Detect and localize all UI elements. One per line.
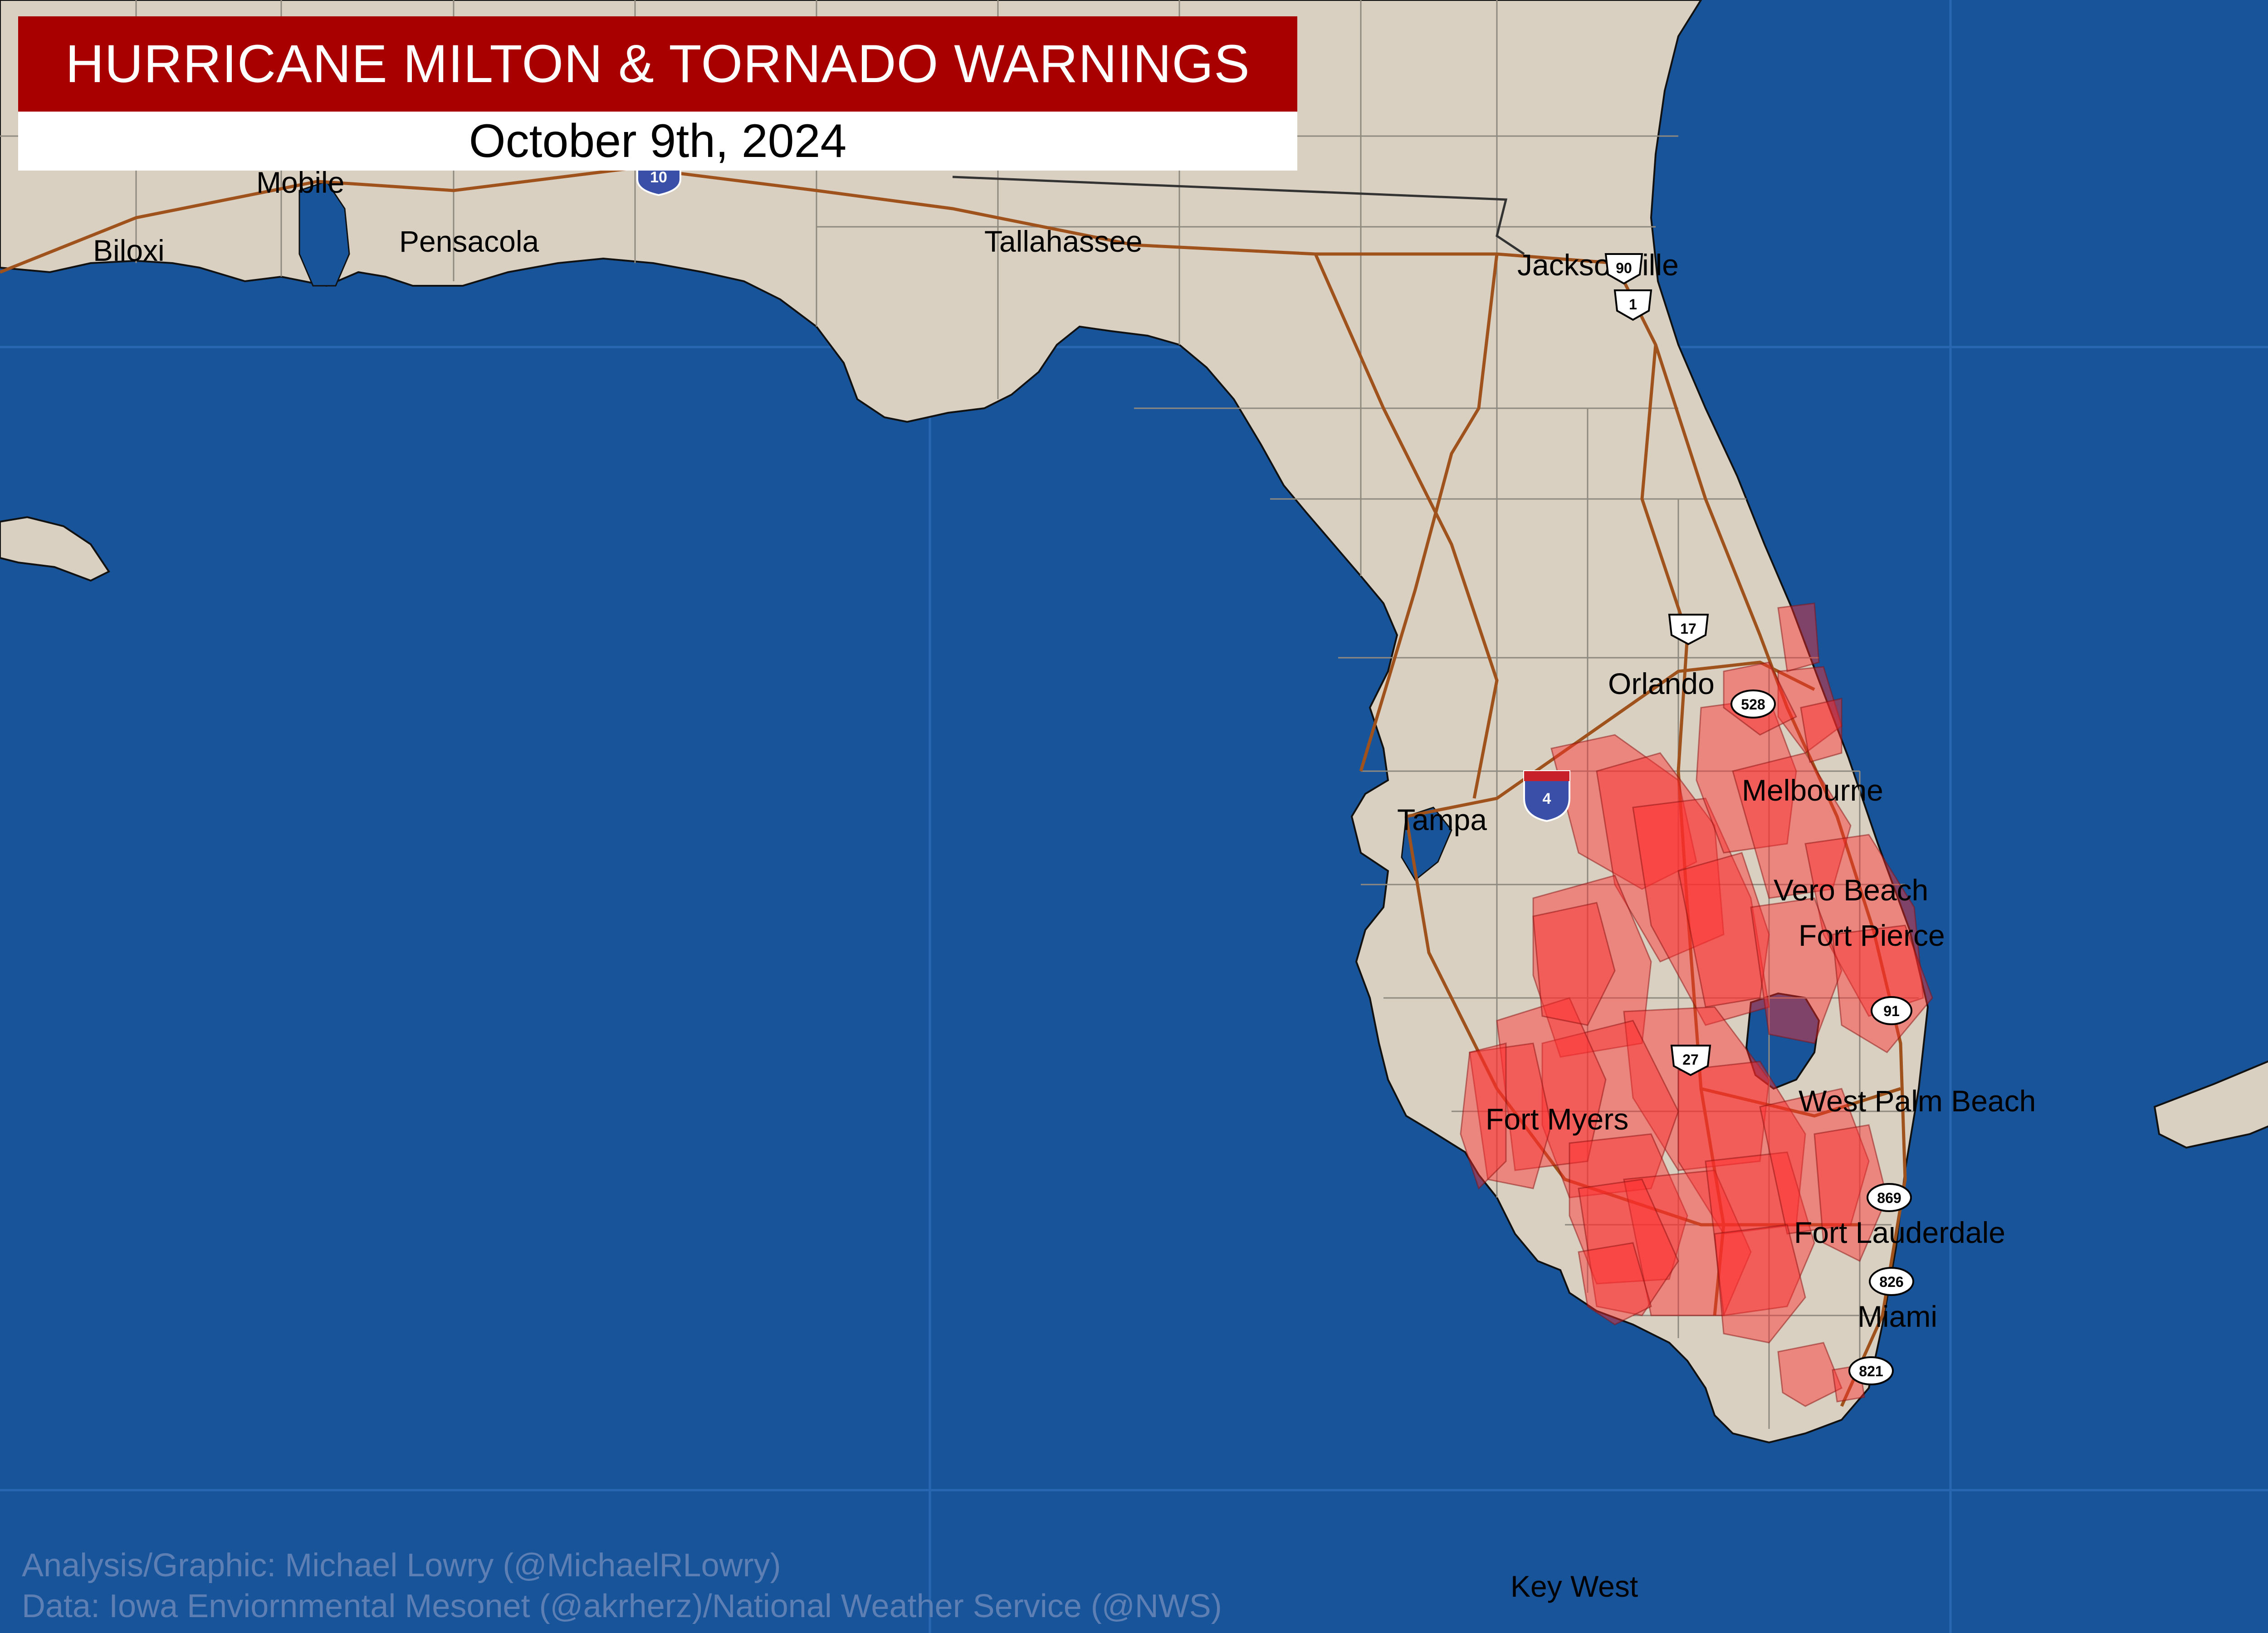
land-mass (0, 0, 1929, 1444)
bahamas-landmass (2153, 1060, 2268, 1149)
warning-polygon (1677, 852, 1770, 1008)
city-label-biloxi: Biloxi (93, 234, 165, 267)
warning-polygon (1759, 1088, 1870, 1235)
city-label-tampa: Tampa (1397, 803, 1487, 836)
title-banner (18, 16, 1297, 112)
svg-text:27: 27 (1682, 1051, 1699, 1068)
warning-polygon (1496, 997, 1607, 1171)
warning-polygon (1532, 875, 1652, 1058)
city-label-jacksonville: Jacksonville (1517, 248, 1679, 282)
warning-polygon (1469, 1042, 1552, 1189)
sr-821-shield: 821 (1848, 1356, 1894, 1385)
city-label-fort-pierce: Fort Pierce (1799, 919, 1945, 952)
sr-869-shield: 869 (1867, 1183, 1912, 1212)
svg-text:91: 91 (1883, 1003, 1900, 1019)
warning-polygon (1596, 752, 1725, 963)
highway-network (0, 166, 1907, 1407)
warning-polygon (1800, 698, 1843, 763)
sr-826-shield: 826 (1869, 1267, 1914, 1296)
warning-polygon (1460, 1042, 1507, 1190)
warning-polygon (1541, 1020, 1679, 1198)
interstate-10-shield: 10 (636, 165, 681, 196)
analysis-credit: Analysis/Graphic: Michael Lowry (@Michae… (22, 1547, 781, 1584)
tornado-warning-polygons (1460, 602, 1933, 1407)
svg-text:528: 528 (1741, 696, 1765, 713)
warning-polygon (1732, 752, 1852, 899)
city-label-tallahassee: Tallahassee (984, 225, 1143, 258)
city-label-pensacola: Pensacola (399, 225, 539, 258)
highway-shields: 10 4 90 1 17 528 (636, 165, 1914, 1385)
warning-polygon (1832, 924, 1933, 1053)
city-label-mobile: Mobile (256, 166, 344, 199)
warning-polygon (1714, 1224, 1806, 1344)
warning-polygon (1623, 1006, 1770, 1171)
warning-polygon (1777, 1342, 1843, 1407)
svg-text:17: 17 (1680, 621, 1696, 637)
city-label-fort-lauderdale: Fort Lauderdale (1794, 1216, 2005, 1249)
city-label-key-west: Key West (1510, 1569, 1638, 1603)
warning-polygon (1550, 734, 1697, 890)
city-label-melbourne: Melbourne (1742, 773, 1883, 807)
warning-polygon (1677, 1061, 1806, 1235)
city-label-orlando: Orlando (1608, 667, 1715, 700)
city-label-fort-myers: Fort Myers (1486, 1102, 1628, 1136)
us-90-shield: 90 (1604, 253, 1643, 285)
warning-polygon (1632, 797, 1770, 1026)
warning-polygon (1750, 897, 1843, 1044)
svg-text:1: 1 (1629, 296, 1637, 313)
warning-polygon (1804, 834, 1924, 1017)
data-source-credit: Data: Iowa Enviornmental Mesonet (@akrhe… (22, 1588, 1222, 1624)
svg-text:4: 4 (1543, 790, 1551, 807)
warning-polygon (1532, 902, 1616, 1026)
map-title: HURRICANE MILTON & TORNADO WARNINGS (65, 34, 1250, 94)
svg-text:869: 869 (1877, 1190, 1901, 1206)
us-27-shield: 27 (1670, 1045, 1711, 1076)
warning-polygon (1777, 666, 1843, 754)
city-label-west-palm-beach: West Palm Beach (1799, 1084, 2036, 1118)
map-date: October 9th, 2024 (469, 115, 847, 167)
mobile-bay (298, 181, 350, 287)
warning-polygon (1777, 602, 1820, 672)
warning-polygon (1578, 1178, 1679, 1316)
us-17-shield: 17 (1668, 614, 1709, 645)
city-labels: Mobile Biloxi Pensacola Tallahassee Jack… (93, 166, 2036, 1603)
sr-528-shield: 528 (1730, 689, 1776, 719)
interstate-4-shield: 4 (1523, 770, 1570, 822)
warning-polygon (1813, 1124, 1888, 1262)
warning-polygon (1569, 1133, 1688, 1285)
louisiana-marsh (0, 516, 110, 582)
warning-polygon (1705, 1151, 1815, 1316)
svg-text:826: 826 (1879, 1274, 1903, 1290)
svg-text:90: 90 (1616, 260, 1632, 276)
city-label-miami: Miami (1857, 1300, 1937, 1333)
state-border (952, 176, 1525, 255)
warning-polygon (1578, 1242, 1652, 1325)
us-1-shield: 1 (1613, 289, 1652, 321)
date-banner (18, 112, 1297, 171)
sr-91-shield: 91 (1871, 996, 1912, 1025)
svg-text:10: 10 (650, 169, 667, 186)
city-label-vero-beach: Vero Beach (1774, 873, 1928, 907)
svg-text:821: 821 (1859, 1363, 1883, 1379)
lake-okeechobee (1745, 992, 1820, 1090)
